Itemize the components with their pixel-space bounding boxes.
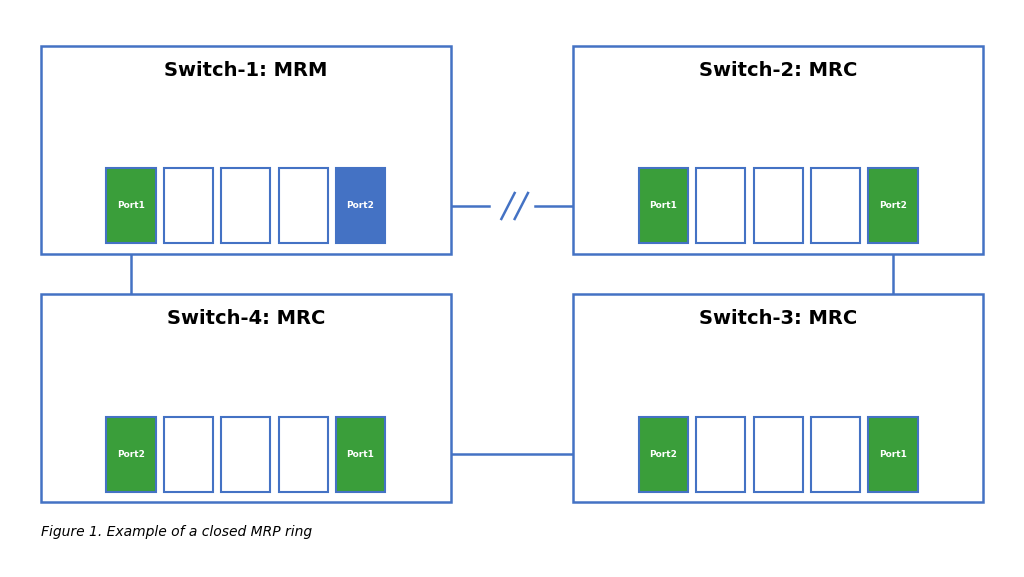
Text: Port2: Port2 — [879, 201, 907, 211]
Bar — [868, 168, 918, 243]
Bar — [696, 168, 745, 243]
Bar — [754, 417, 803, 492]
Text: Figure 1. Example of a closed MRP ring: Figure 1. Example of a closed MRP ring — [41, 525, 312, 539]
Bar — [279, 168, 328, 243]
Bar — [811, 417, 860, 492]
Text: Switch-1: MRM: Switch-1: MRM — [164, 61, 328, 80]
Text: Port2: Port2 — [346, 201, 375, 211]
Bar — [221, 168, 270, 243]
Bar — [164, 417, 213, 492]
Bar — [639, 168, 688, 243]
Text: Port1: Port1 — [649, 201, 678, 211]
Bar — [811, 168, 860, 243]
Bar — [164, 168, 213, 243]
Bar — [336, 417, 385, 492]
Bar — [868, 417, 918, 492]
Bar — [106, 168, 156, 243]
Bar — [754, 168, 803, 243]
Text: Port1: Port1 — [346, 449, 375, 459]
Text: Switch-2: MRC: Switch-2: MRC — [699, 61, 857, 80]
Bar — [279, 417, 328, 492]
Bar — [41, 294, 451, 502]
Bar — [639, 417, 688, 492]
Text: Port2: Port2 — [117, 449, 145, 459]
Text: Port1: Port1 — [117, 201, 145, 211]
Text: Port2: Port2 — [649, 449, 678, 459]
Bar — [336, 168, 385, 243]
Bar — [41, 46, 451, 254]
Text: Switch-4: MRC: Switch-4: MRC — [167, 309, 325, 328]
Text: Switch-3: MRC: Switch-3: MRC — [699, 309, 857, 328]
Bar — [221, 417, 270, 492]
Bar — [573, 46, 983, 254]
Bar — [106, 417, 156, 492]
Bar — [696, 417, 745, 492]
Text: Port1: Port1 — [879, 449, 907, 459]
Bar — [573, 294, 983, 502]
